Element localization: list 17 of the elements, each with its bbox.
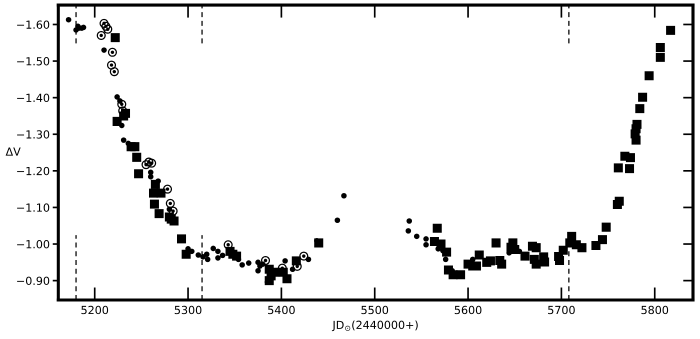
y-tick-label: −1.20 [17, 166, 50, 176]
y-tick-label: −1.10 [17, 203, 50, 212]
y-tick-label: −1.30 [17, 130, 50, 139]
x-tick-label: 5500 [361, 306, 388, 314]
x-tick-label: 5400 [268, 306, 295, 314]
y-tick-label: −1.50 [17, 57, 50, 66]
y-tick-label: −1.00 [17, 240, 50, 248]
y-axis-title: ΔV [6, 148, 21, 156]
x-tick-label: 5800 [641, 306, 668, 314]
y-tick-label: −1.60 [17, 20, 50, 29]
y-tick-label: −1.40 [17, 94, 50, 102]
y-tick-label: −0.90 [17, 276, 50, 285]
x-tick-label: 5200 [81, 306, 108, 314]
x-tick-label: 5700 [548, 306, 575, 314]
x-tick-label: 5600 [454, 306, 482, 314]
x-axis-title: JD$_{⊙}$(2440000+) [332, 320, 418, 332]
x-tick-label: 5300 [174, 306, 202, 314]
